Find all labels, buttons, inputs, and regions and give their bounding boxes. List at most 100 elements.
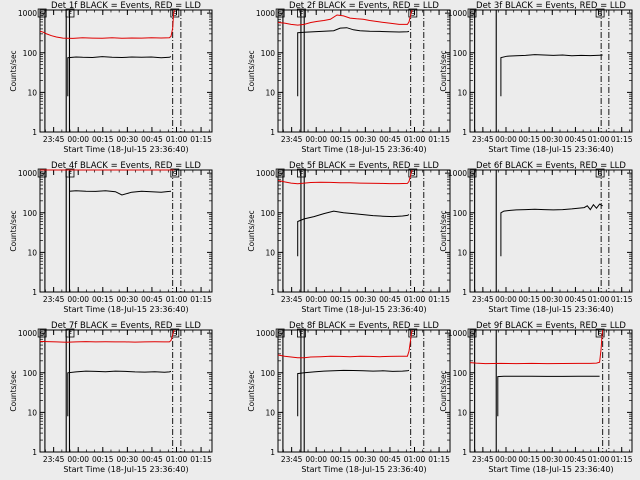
plot-frame <box>277 329 451 453</box>
x-tick-label: 00:30 <box>117 135 139 144</box>
series-line-events <box>497 375 600 417</box>
plot-frame <box>277 9 451 133</box>
x-tick-label: 01:15 <box>428 135 450 144</box>
y-tick-label: 10 <box>27 408 37 417</box>
marker-box <box>408 328 418 338</box>
marker-box <box>408 8 418 18</box>
marker-s-label: S <box>598 10 603 18</box>
marker-s-label: S <box>598 170 603 178</box>
x-tick-label: 23:45 <box>472 295 494 304</box>
y-tick-label: 10 <box>457 408 467 417</box>
x-tick-label: 00:45 <box>379 295 401 304</box>
x-tick-label: 00:00 <box>305 135 327 144</box>
y-tick-label: 100 <box>453 49 468 58</box>
marker-s-label: S <box>411 10 416 18</box>
series-line-events <box>500 203 603 257</box>
y-tick-label: 1000 <box>18 9 37 18</box>
x-axis-label: Start Time (18-Jul-15 23:36:40) <box>301 465 426 474</box>
series-line-events <box>69 190 172 257</box>
panel-title: Det 2f BLACK = Events, RED = LLD <box>289 1 439 11</box>
x-tick-label: 01:00 <box>588 135 610 144</box>
y-axis-label: Counts/sec <box>439 210 448 251</box>
plot-frame <box>469 169 633 293</box>
series-line-events <box>297 210 410 257</box>
panel-title: Det 1f BLACK = Events, RED = LLD <box>51 1 201 11</box>
x-axis-label: Start Time (18-Jul-15 23:36:40) <box>63 465 188 474</box>
marker-box <box>467 168 477 178</box>
y-axis-label: Counts/sec <box>439 50 448 91</box>
y-tick-label: 10 <box>27 248 37 257</box>
x-tick-label: 01:00 <box>588 455 610 464</box>
marker-box <box>37 8 47 18</box>
y-tick-label: 100 <box>261 209 276 218</box>
chart-panel-1: Det 1f BLACK = Events, RED = LLD 1 10 100 10… <box>9 1 213 154</box>
marker-s-label: S <box>40 170 45 178</box>
panel-title: Det 8f BLACK = Events, RED = LLD <box>289 321 439 331</box>
y-tick-label: 100 <box>23 369 38 378</box>
marker-s-label: S <box>470 330 475 338</box>
chart-panel-8: Det 8f BLACK = Events, RED = LLD 1 10 100 10… <box>247 321 451 474</box>
x-tick-label: 01:00 <box>166 135 188 144</box>
x-tick-label: 00:00 <box>495 295 517 304</box>
x-tick-label: 00:00 <box>67 295 89 304</box>
y-tick-label: 1 <box>32 288 37 297</box>
chart-panel-4: Det 4f BLACK = Events, RED = LLD 1 10 100 10… <box>9 161 213 314</box>
marker-box <box>275 328 285 338</box>
x-tick-label: 00:15 <box>92 135 114 144</box>
x-tick-label: 01:15 <box>190 295 212 304</box>
marker-s-label: S <box>173 330 178 338</box>
chart-panel-9: Det 9f BLACK = Events, RED = LLD 1 10 100 10… <box>439 321 633 474</box>
marker-f-label: F <box>299 170 303 178</box>
plot-frame <box>469 329 633 453</box>
x-tick-label: 00:30 <box>355 455 377 464</box>
plot-frame <box>39 329 213 453</box>
y-axis-label: Counts/sec <box>247 370 256 411</box>
y-tick-label: 1 <box>32 128 37 137</box>
series-line-lld <box>277 9 413 26</box>
x-tick-label: 00:45 <box>379 135 401 144</box>
x-tick-label: 00:00 <box>305 295 327 304</box>
x-axis-label: Start Time (18-Jul-15 23:36:40) <box>488 145 613 154</box>
x-tick-label: 23:45 <box>43 455 65 464</box>
x-tick-label: 01:00 <box>166 455 188 464</box>
x-tick-label: 00:30 <box>541 295 563 304</box>
y-tick-label: 100 <box>453 369 468 378</box>
marker-box <box>595 328 605 338</box>
marker-box <box>65 328 75 338</box>
y-tick-label: 1 <box>462 128 467 137</box>
y-tick-label: 100 <box>453 209 468 218</box>
y-axis-label: Counts/sec <box>9 50 18 91</box>
marker-f-label: F <box>68 330 72 338</box>
x-tick-label: 00:30 <box>541 455 563 464</box>
y-tick-label: 1000 <box>448 169 467 178</box>
plot-frame <box>469 9 633 133</box>
marker-s-label: S <box>173 170 178 178</box>
y-tick-label: 1000 <box>448 329 467 338</box>
x-tick-label: 00:00 <box>495 135 517 144</box>
marker-s-label: S <box>40 10 45 18</box>
y-axis-label: Counts/sec <box>9 370 18 411</box>
x-tick-label: 01:00 <box>404 295 426 304</box>
marker-f-label: F <box>299 10 303 18</box>
x-tick-label: 23:45 <box>472 455 494 464</box>
y-tick-label: 1 <box>270 128 275 137</box>
y-tick-label: 1 <box>462 448 467 457</box>
x-tick-label: 01:15 <box>611 455 633 464</box>
x-tick-label: 01:00 <box>404 135 426 144</box>
panel-title: Det 6f BLACK = Events, RED = LLD <box>476 161 626 171</box>
series-line-events <box>500 54 603 97</box>
x-tick-label: 23:45 <box>281 135 303 144</box>
y-tick-label: 1 <box>270 448 275 457</box>
y-axis-label: Counts/sec <box>9 210 18 251</box>
y-tick-label: 10 <box>27 88 37 97</box>
series-line-lld <box>469 329 604 365</box>
x-tick-label: 00:30 <box>117 295 139 304</box>
y-tick-label: 10 <box>265 408 275 417</box>
series-line-events <box>297 369 410 417</box>
chart-panel-7: Det 7f BLACK = Events, RED = LLD 1 10 100 10… <box>9 321 213 474</box>
marker-box <box>595 8 605 18</box>
x-tick-label: 00:15 <box>92 295 114 304</box>
series-line-lld <box>277 169 413 185</box>
y-tick-label: 1000 <box>18 169 37 178</box>
x-tick-label: 00:45 <box>565 455 587 464</box>
